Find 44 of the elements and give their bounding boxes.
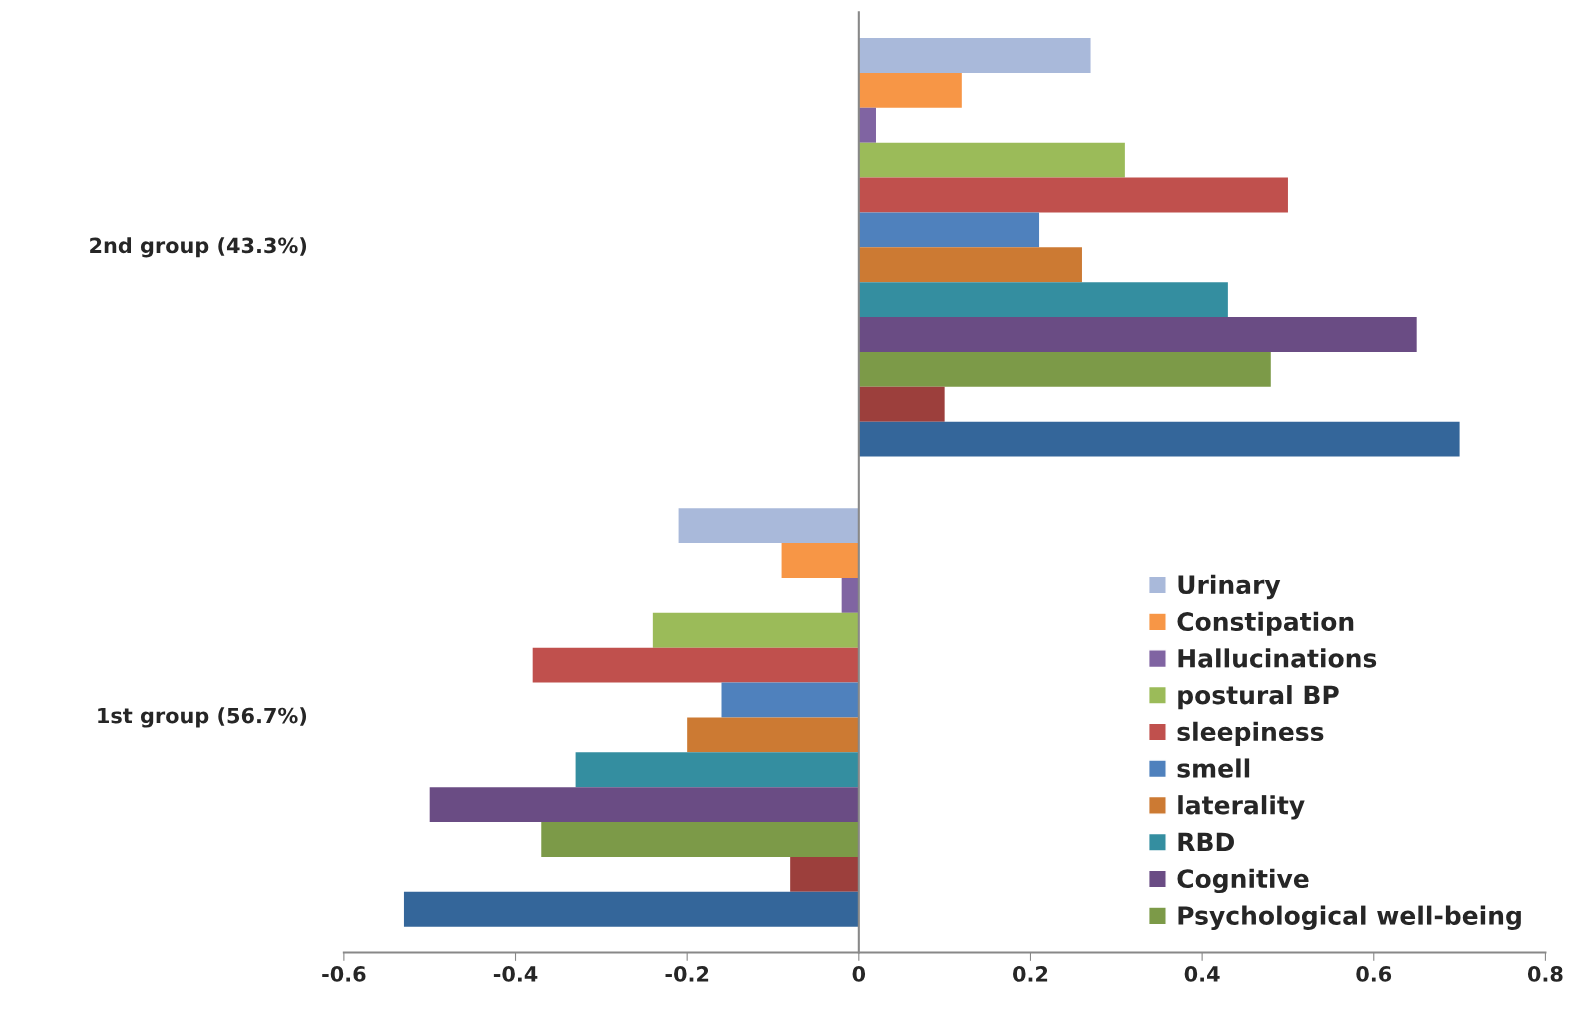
bar	[403, 891, 859, 927]
y-tick-label: 1st group (56.7%)	[98, 707, 307, 728]
bar	[858, 107, 876, 143]
x-tick-label: 0	[852, 966, 866, 982]
bar	[858, 282, 1228, 318]
bar	[687, 717, 859, 753]
y-tick-label: 2nd group (43.3%)	[90, 237, 307, 258]
bar	[541, 822, 859, 857]
legend-label: laterality	[1178, 795, 1305, 820]
bar	[678, 508, 859, 544]
legend-label: Urinary	[1178, 574, 1281, 600]
legend-label: Psychological well-being	[1178, 905, 1521, 930]
legend-label: sleepiness	[1177, 721, 1324, 746]
x-tick-label: -0.6	[322, 966, 366, 982]
legend-label: smell	[1177, 758, 1250, 778]
bar	[858, 38, 1091, 73]
bar	[858, 351, 1271, 387]
bar	[532, 647, 859, 683]
x-tick-label: -0.2	[665, 966, 709, 982]
legend-label: RBD	[1178, 832, 1234, 852]
bar	[858, 317, 1417, 352]
bar	[429, 787, 859, 823]
bar	[858, 142, 1125, 178]
legend-label: Constipation	[1177, 611, 1354, 636]
x-tick-label: 0.6	[1356, 966, 1392, 982]
bar	[858, 421, 1460, 457]
bar	[841, 577, 859, 613]
x-tick-label: -0.4	[493, 966, 538, 982]
bar	[652, 612, 859, 648]
bar	[858, 177, 1288, 213]
legend-label: postural BP	[1178, 685, 1339, 710]
bar	[858, 247, 1082, 283]
x-tick-label: 0.4	[1184, 966, 1220, 982]
bar	[858, 212, 1040, 248]
x-tick-label: 0.2	[1013, 966, 1048, 982]
bar	[721, 682, 859, 718]
bar	[575, 752, 859, 788]
legend-label: Cognitive	[1177, 868, 1309, 894]
bar	[858, 72, 962, 108]
bar	[858, 386, 945, 422]
x-tick-label: 0.8	[1527, 966, 1563, 982]
legend-label: Hallucinations	[1178, 648, 1377, 668]
bar	[781, 543, 859, 578]
bar	[790, 856, 859, 892]
